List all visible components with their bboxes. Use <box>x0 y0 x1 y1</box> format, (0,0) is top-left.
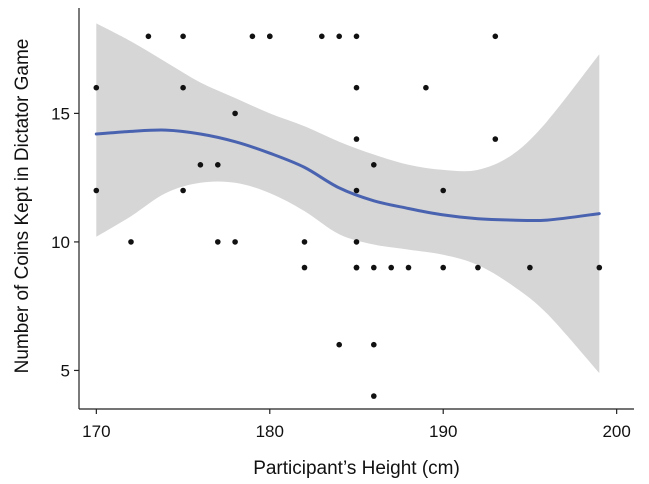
data-point <box>249 33 256 40</box>
y-tick-label: 15 <box>51 104 70 123</box>
data-point <box>423 84 429 91</box>
data-point <box>371 264 377 271</box>
data-point <box>180 84 186 91</box>
trend-line <box>94 128 601 223</box>
confidence-band <box>96 23 600 374</box>
data-point <box>301 264 308 271</box>
data-point <box>353 264 360 271</box>
data-point <box>371 341 377 348</box>
data-point <box>215 239 221 245</box>
data-point <box>336 33 343 40</box>
data-point <box>492 136 499 142</box>
data-point <box>145 33 152 40</box>
data-point <box>197 162 204 168</box>
data-point <box>353 239 360 245</box>
data-point <box>319 33 325 40</box>
y-axis-title: Number of Coins Kept in Dictator Game <box>12 39 33 374</box>
y-tick-label: 5 <box>61 361 70 380</box>
x-tick-label: 190 <box>429 422 457 441</box>
data-point <box>180 187 186 194</box>
y-tick-label: 10 <box>51 233 70 252</box>
data-point <box>596 264 603 271</box>
data-point <box>301 239 308 245</box>
x-tick-label: 180 <box>256 422 284 441</box>
data-point <box>405 264 412 271</box>
data-point <box>527 264 533 271</box>
data-point <box>215 162 221 168</box>
data-point <box>371 162 377 168</box>
data-point <box>353 187 360 194</box>
data-point <box>353 33 360 40</box>
data-point <box>440 187 447 194</box>
data-point <box>267 33 273 40</box>
x-tick-label: 170 <box>82 422 110 441</box>
data-point <box>440 264 447 271</box>
data-point <box>232 110 238 117</box>
data-point <box>336 341 343 348</box>
data-point <box>93 187 100 194</box>
data-point <box>371 393 377 399</box>
data-point <box>388 264 395 271</box>
x-axis-title: Participant’s Height (cm) <box>253 458 460 479</box>
data-point <box>93 84 100 91</box>
data-point <box>353 84 360 91</box>
data-point <box>180 33 186 40</box>
data-point <box>128 239 134 245</box>
data-point <box>492 33 499 40</box>
data-point <box>232 239 238 245</box>
data-point <box>475 264 481 271</box>
x-tick-label: 200 <box>602 422 630 441</box>
data-point <box>353 136 360 142</box>
